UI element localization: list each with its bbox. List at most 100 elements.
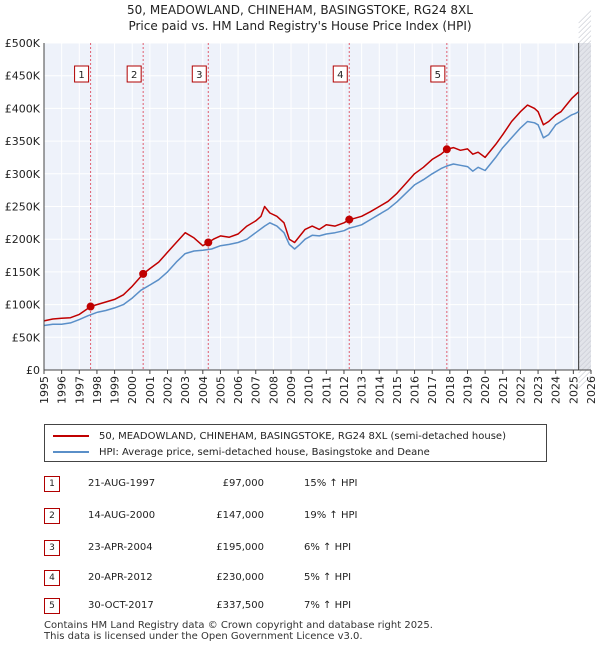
hatch-line [578, 20, 592, 34]
sale-label-text: 3 [196, 70, 202, 81]
sale-date: 23-APR-2004 [88, 542, 153, 553]
x-tick-label: 2002 [162, 376, 175, 404]
sale-price: £147,000 [216, 510, 264, 521]
attribution-line-1: Contains HM Land Registry data © Crown c… [44, 620, 433, 631]
sale-label-box [74, 65, 90, 83]
hatch-line [578, 350, 592, 364]
sale-labels: 1 2 3 4 5 [74, 65, 446, 83]
attribution-line-2: This data is licensed under the Open Gov… [44, 631, 363, 642]
hatch-line [578, 115, 592, 129]
hatch-line [578, 355, 592, 369]
sale-price: £97,000 [222, 478, 264, 489]
hatch-line [578, 150, 592, 164]
hatch-line [578, 240, 592, 254]
y-tick-label: £500K [5, 37, 41, 50]
hatch-line [578, 95, 592, 109]
x-tick-label: 2017 [426, 376, 439, 404]
hatch-line [578, 160, 592, 174]
hatch-line [578, 130, 592, 144]
sale-row: 2 14-AUG-2000 £147,000 19% ↑ HPI [44, 507, 464, 525]
hatch-line [578, 235, 592, 249]
hatch-line [578, 110, 592, 124]
x-tick-label: 2015 [391, 376, 404, 404]
hatch-line [578, 60, 592, 74]
hatch-line [578, 335, 592, 349]
property-series-line [43, 91, 580, 322]
hatch-line [578, 190, 592, 204]
sale-point [345, 215, 354, 224]
hatch-line [578, 135, 592, 149]
y-tick-label: £250K [5, 201, 41, 214]
x-tick-label: 2000 [126, 376, 139, 404]
sale-hpi-change: 5% ↑ HPI [304, 572, 352, 583]
hatch-line [578, 55, 592, 69]
legend-item-hpi: HPI: Average price, semi-detached house,… [53, 445, 430, 459]
chart-subtitle: Price paid vs. HM Land Registry's House … [128, 19, 471, 33]
series-lines [43, 91, 580, 327]
axes: £0 £50K £100K £150K £200K £250K £300K £350K £400… [5, 37, 598, 404]
x-tick-label: 2016 [409, 376, 422, 404]
x-tick-label: 1996 [56, 376, 69, 404]
sale-points [86, 145, 451, 311]
hatch-line [578, 210, 592, 224]
hatch-line [578, 230, 592, 244]
sale-point [86, 302, 95, 311]
sale-label-box [332, 65, 348, 83]
hatch-line [578, 310, 592, 324]
x-tick-label: 2001 [144, 376, 157, 404]
hatch-line [578, 225, 592, 239]
hatch-line [578, 15, 592, 29]
hatch-line [578, 45, 592, 59]
x-tick-label: 2006 [232, 376, 245, 404]
sale-label-box [126, 65, 142, 83]
legend-swatch-property [53, 435, 89, 437]
hatch-line [578, 245, 592, 259]
hatch-line [578, 340, 592, 354]
hatch-line [578, 175, 592, 189]
x-tick-label: 1995 [38, 376, 51, 404]
hatch-line [578, 30, 592, 44]
legend-item-property: 50, MEADOWLAND, CHINEHAM, BASINGSTOKE, R… [53, 429, 506, 443]
sale-label-text: 5 [435, 70, 441, 81]
x-tick-label: 2019 [461, 376, 474, 404]
sale-date: 20-APR-2012 [88, 572, 153, 583]
hatch-line [578, 65, 592, 79]
legend-label-hpi: HPI: Average price, semi-detached house,… [99, 446, 430, 458]
sale-row: 1 21-AUG-1997 £97,000 15% ↑ HPI [44, 475, 464, 493]
hatch-line [578, 40, 592, 54]
hatch-line [578, 80, 592, 94]
y-tick-label: £200K [5, 233, 41, 246]
hatch-line [578, 70, 592, 84]
sale-label-text: 4 [337, 70, 343, 81]
hatch-line [578, 200, 592, 214]
x-tick-label: 2020 [479, 376, 492, 404]
hatch-line [578, 180, 592, 194]
legend-label-property: 50, MEADOWLAND, CHINEHAM, BASINGSTOKE, R… [99, 430, 506, 442]
sale-row: 5 30-OCT-2017 £337,500 7% ↑ HPI [44, 597, 464, 615]
hatch-line [578, 365, 592, 379]
hatch-line [578, 300, 592, 314]
sale-label-text: 2 [131, 70, 137, 81]
price-chart: 50, MEADOWLAND, CHINEHAM, BASINGSTOKE, R… [5, 3, 598, 404]
sale-price: £195,000 [216, 542, 264, 553]
sale-date: 30-OCT-2017 [88, 600, 154, 611]
hpi-series-line [43, 111, 579, 327]
hatch-line [578, 285, 592, 299]
hatch-line [578, 255, 592, 269]
sale-number-badge: 2 [44, 508, 60, 524]
sale-point [204, 238, 213, 247]
x-tick-label: 2013 [356, 376, 369, 404]
sale-hpi-change: 15% ↑ HPI [304, 478, 358, 489]
x-tick-label: 2026 [585, 376, 598, 404]
hatch-line [578, 75, 592, 89]
sale-label-box [191, 65, 207, 83]
hatch-line [578, 50, 592, 64]
hatch-line [578, 10, 592, 24]
x-tick-label: 2012 [338, 376, 351, 404]
hatch-line [578, 100, 592, 114]
sale-number-badge: 3 [44, 540, 60, 556]
future-hatch [578, 10, 592, 389]
x-tick-label: 2008 [267, 376, 280, 404]
sale-hpi-change: 6% ↑ HPI [304, 542, 352, 553]
hatch-line [578, 25, 592, 39]
